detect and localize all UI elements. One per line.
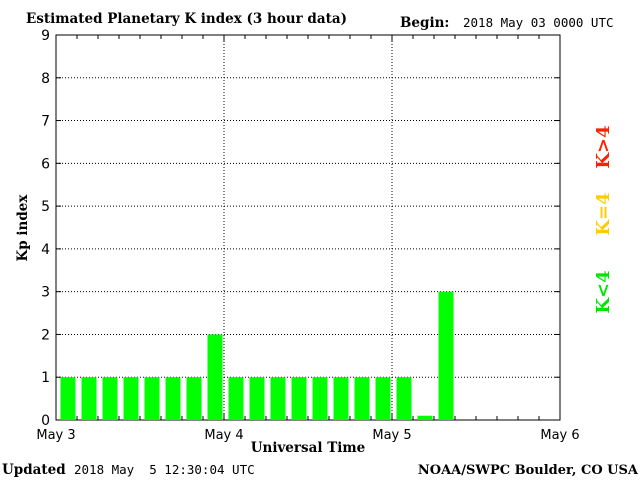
- y-tick-label: 7: [41, 114, 50, 130]
- y-tick-label: 6: [41, 156, 50, 172]
- x-tick-label: May 4: [204, 428, 243, 443]
- bars: [60, 291, 454, 420]
- y-tick-label: 0: [41, 413, 50, 429]
- kp-bar: [228, 377, 244, 420]
- kp-bar: [270, 377, 286, 420]
- kp-bar: [81, 377, 97, 420]
- x-axis-label: Universal Time: [251, 440, 366, 456]
- updated-value: 2018 May 5 12:30:04 UTC: [74, 462, 255, 477]
- grid-lines: [55, 34, 561, 421]
- kp-bar: [102, 377, 118, 420]
- y-tick-label: 8: [41, 71, 50, 87]
- kp-bar: [186, 377, 202, 420]
- kp-bar: [165, 377, 181, 420]
- y-tick-label: 3: [41, 285, 50, 301]
- kp-bar: [375, 377, 391, 420]
- y-tick-label: 9: [41, 28, 50, 44]
- legend-k-equal-4: K=4: [593, 192, 614, 235]
- kp-bar: [312, 377, 328, 420]
- kp-bar: [207, 334, 223, 420]
- y-tick-label: 2: [41, 327, 50, 343]
- x-tick-label: May 5: [372, 428, 411, 443]
- y-axis-label: Kp index: [15, 194, 31, 262]
- updated-label: Updated: [2, 462, 66, 478]
- x-tick-label: May 6: [540, 428, 579, 443]
- kp-bar: [123, 377, 139, 420]
- source-credit: NOAA/SWPC Boulder, CO USA: [418, 463, 639, 478]
- kp-bar: [291, 377, 307, 420]
- x-tick-labels: May 3 May 4 May 5 May 6: [36, 428, 579, 443]
- legend-k-less-4: K<4: [593, 270, 614, 313]
- kp-bar: [417, 415, 433, 420]
- y-tick-label: 5: [41, 199, 50, 215]
- kp-bar: [438, 291, 454, 420]
- kp-bar: [60, 377, 76, 420]
- y-tick-labels: 0 1 2 3 4 5 6 7 8 9: [41, 28, 50, 429]
- kp-bar: [249, 377, 265, 420]
- legend-k-greater-4: K>4: [593, 125, 614, 168]
- plot-area: [55, 34, 561, 421]
- x-tick-label: May 3: [36, 428, 75, 443]
- chart-title: Estimated Planetary K index (3 hour data…: [26, 11, 347, 27]
- kp-bar: [396, 377, 412, 420]
- y-tick-label: 1: [41, 370, 50, 386]
- y-tick-label: 4: [41, 242, 50, 258]
- kp-bar: [333, 377, 349, 420]
- kp-bar: [354, 377, 370, 420]
- kp-bar: [144, 377, 160, 420]
- begin-label: Begin:: [400, 15, 449, 31]
- begin-value: 2018 May 03 0000 UTC: [463, 15, 614, 30]
